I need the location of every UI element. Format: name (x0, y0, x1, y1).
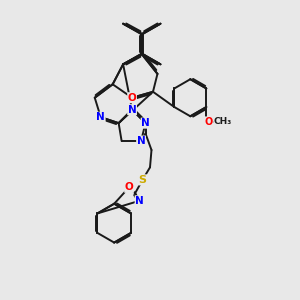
Text: O: O (204, 117, 213, 127)
Text: N: N (135, 196, 144, 206)
Text: N: N (141, 118, 150, 128)
Text: N: N (128, 105, 136, 115)
Text: N: N (137, 136, 146, 146)
Text: N: N (96, 112, 105, 122)
Text: O: O (125, 182, 134, 192)
Text: S: S (139, 175, 146, 185)
Text: CH₃: CH₃ (214, 117, 232, 126)
Text: O: O (128, 93, 136, 103)
